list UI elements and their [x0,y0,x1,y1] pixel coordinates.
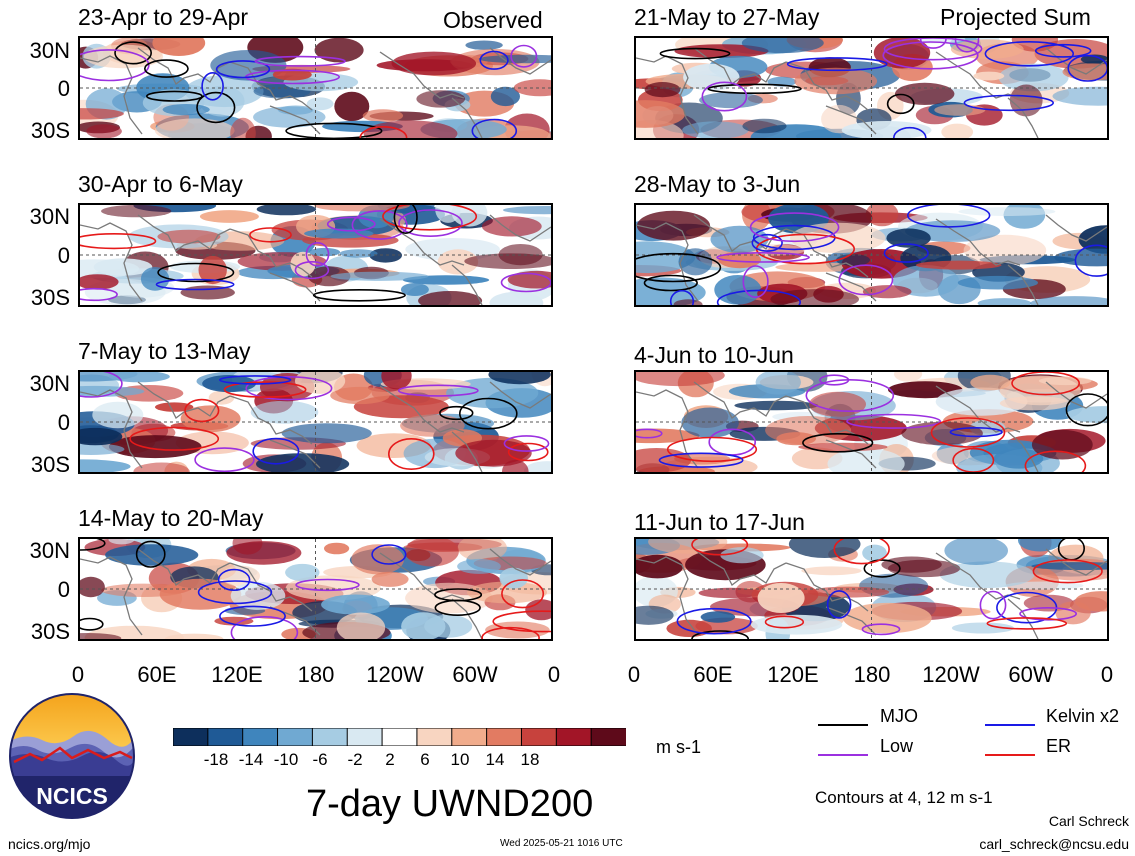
panel-title: 30-Apr to 6-May [78,171,243,197]
lat-label: 30N [29,204,70,229]
legend-swatch-mjo [818,714,868,726]
legend-label-mjo: MJO [880,706,918,726]
map-panel [634,36,1109,140]
lat-label: 30S [30,452,70,477]
panel-title: 23-Apr to 29-Apr [78,4,249,30]
panel-title: 7-May to 13-May [78,338,251,364]
colorbar-segment [346,727,384,747]
map-panel [634,537,1109,641]
map-panel [78,370,553,474]
colorbar-segment [311,727,349,747]
colorbar-unit: m s-1 [656,737,701,757]
colorbar-segment [590,727,627,747]
colorbar-tick-label: -6 [312,750,328,769]
colorbar [172,727,627,747]
lat-label: 0 [57,410,70,435]
footer-timestamp: Wed 2025-05-21 1016 UTC [500,838,623,849]
lat-label: 30S [30,118,70,143]
lat-label: 30N [29,538,70,563]
lat-label: 30S [30,619,70,644]
lon-label: 60W [452,662,498,687]
colorbar-tick-label: -2 [347,750,363,769]
lon-label: 0 [1100,662,1114,687]
colorbar-tick-label: 6 [420,750,430,769]
colorbar-segment [451,727,488,747]
lon-label: 0 [547,662,561,687]
legend-label-er: ER [1046,736,1072,756]
colorbar-tick-label: -18 [203,750,229,769]
lon-label: 180 [297,662,335,687]
colorbar-tick-label: 2 [385,750,395,769]
contour-note: Contours at 4, 12 m s-1 [815,788,993,807]
map-panel [78,36,553,140]
panel-title: 14-May to 20-May [78,505,264,531]
colorbar-tick-label: -10 [273,750,299,769]
colorbar-segment [277,727,314,747]
panel-title: 28-May to 3-Jun [634,171,801,197]
panel-title: 11-Jun to 17-Jun [634,509,805,535]
legend-label-low: Low [880,736,914,756]
lon-label: 60E [693,662,733,687]
lon-label: 60W [1008,662,1054,687]
column-header-projected: Projected Sum [940,4,1091,30]
colorbar-segment [242,727,279,747]
legend-label-kelvin: Kelvin x2 [1046,706,1120,726]
legend-swatch-er [985,744,1035,756]
footer-url[interactable]: ncics.org/mjo [8,836,91,852]
map-panel [634,203,1109,307]
lat-label: 0 [57,76,70,101]
logo-text: NCICS [36,783,108,809]
map-panel [634,370,1109,474]
colorbar-segment [172,727,209,747]
colorbar-segment [555,727,593,747]
footer-email[interactable]: carl_schreck@ncsu.edu [979,836,1129,852]
lon-label: 120W [922,662,980,687]
legend-swatch-kelvin [985,714,1035,726]
colorbar-segment [486,727,523,747]
lon-label: 120E [767,662,819,687]
map-panel [78,203,553,307]
lon-label: 180 [853,662,891,687]
lat-label: 30N [29,371,70,396]
colorbar-segment [381,727,418,747]
main-title: 7-day UWND200 [306,783,594,825]
column-header-observed: Observed [443,7,543,33]
colorbar-segment [416,727,453,747]
colorbar-tick-label: 10 [450,750,470,769]
lon-label: 120E [211,662,263,687]
lat-label: 0 [57,577,70,602]
lat-label: 30N [29,38,70,63]
legend-swatch-low [818,744,868,756]
footer-author: Carl Schreck [1048,813,1129,829]
lat-label: 30S [30,285,70,310]
colorbar-segment [520,727,558,747]
ncics-logo: NCICS [8,692,136,820]
colorbar-tick-label: 18 [520,750,540,769]
colorbar-segment [207,727,244,747]
lon-label: 60E [137,662,177,687]
lon-label: 0 [71,662,85,687]
lat-label: 0 [57,243,70,268]
colorbar-tick-label: -14 [238,750,264,769]
lon-label: 0 [627,662,641,687]
map-panel [78,537,553,641]
panel-title: 21-May to 27-May [634,4,820,30]
colorbar-tick-label: 14 [485,750,505,769]
panel-title: 4-Jun to 10-Jun [634,342,794,368]
lon-label: 120W [366,662,424,687]
